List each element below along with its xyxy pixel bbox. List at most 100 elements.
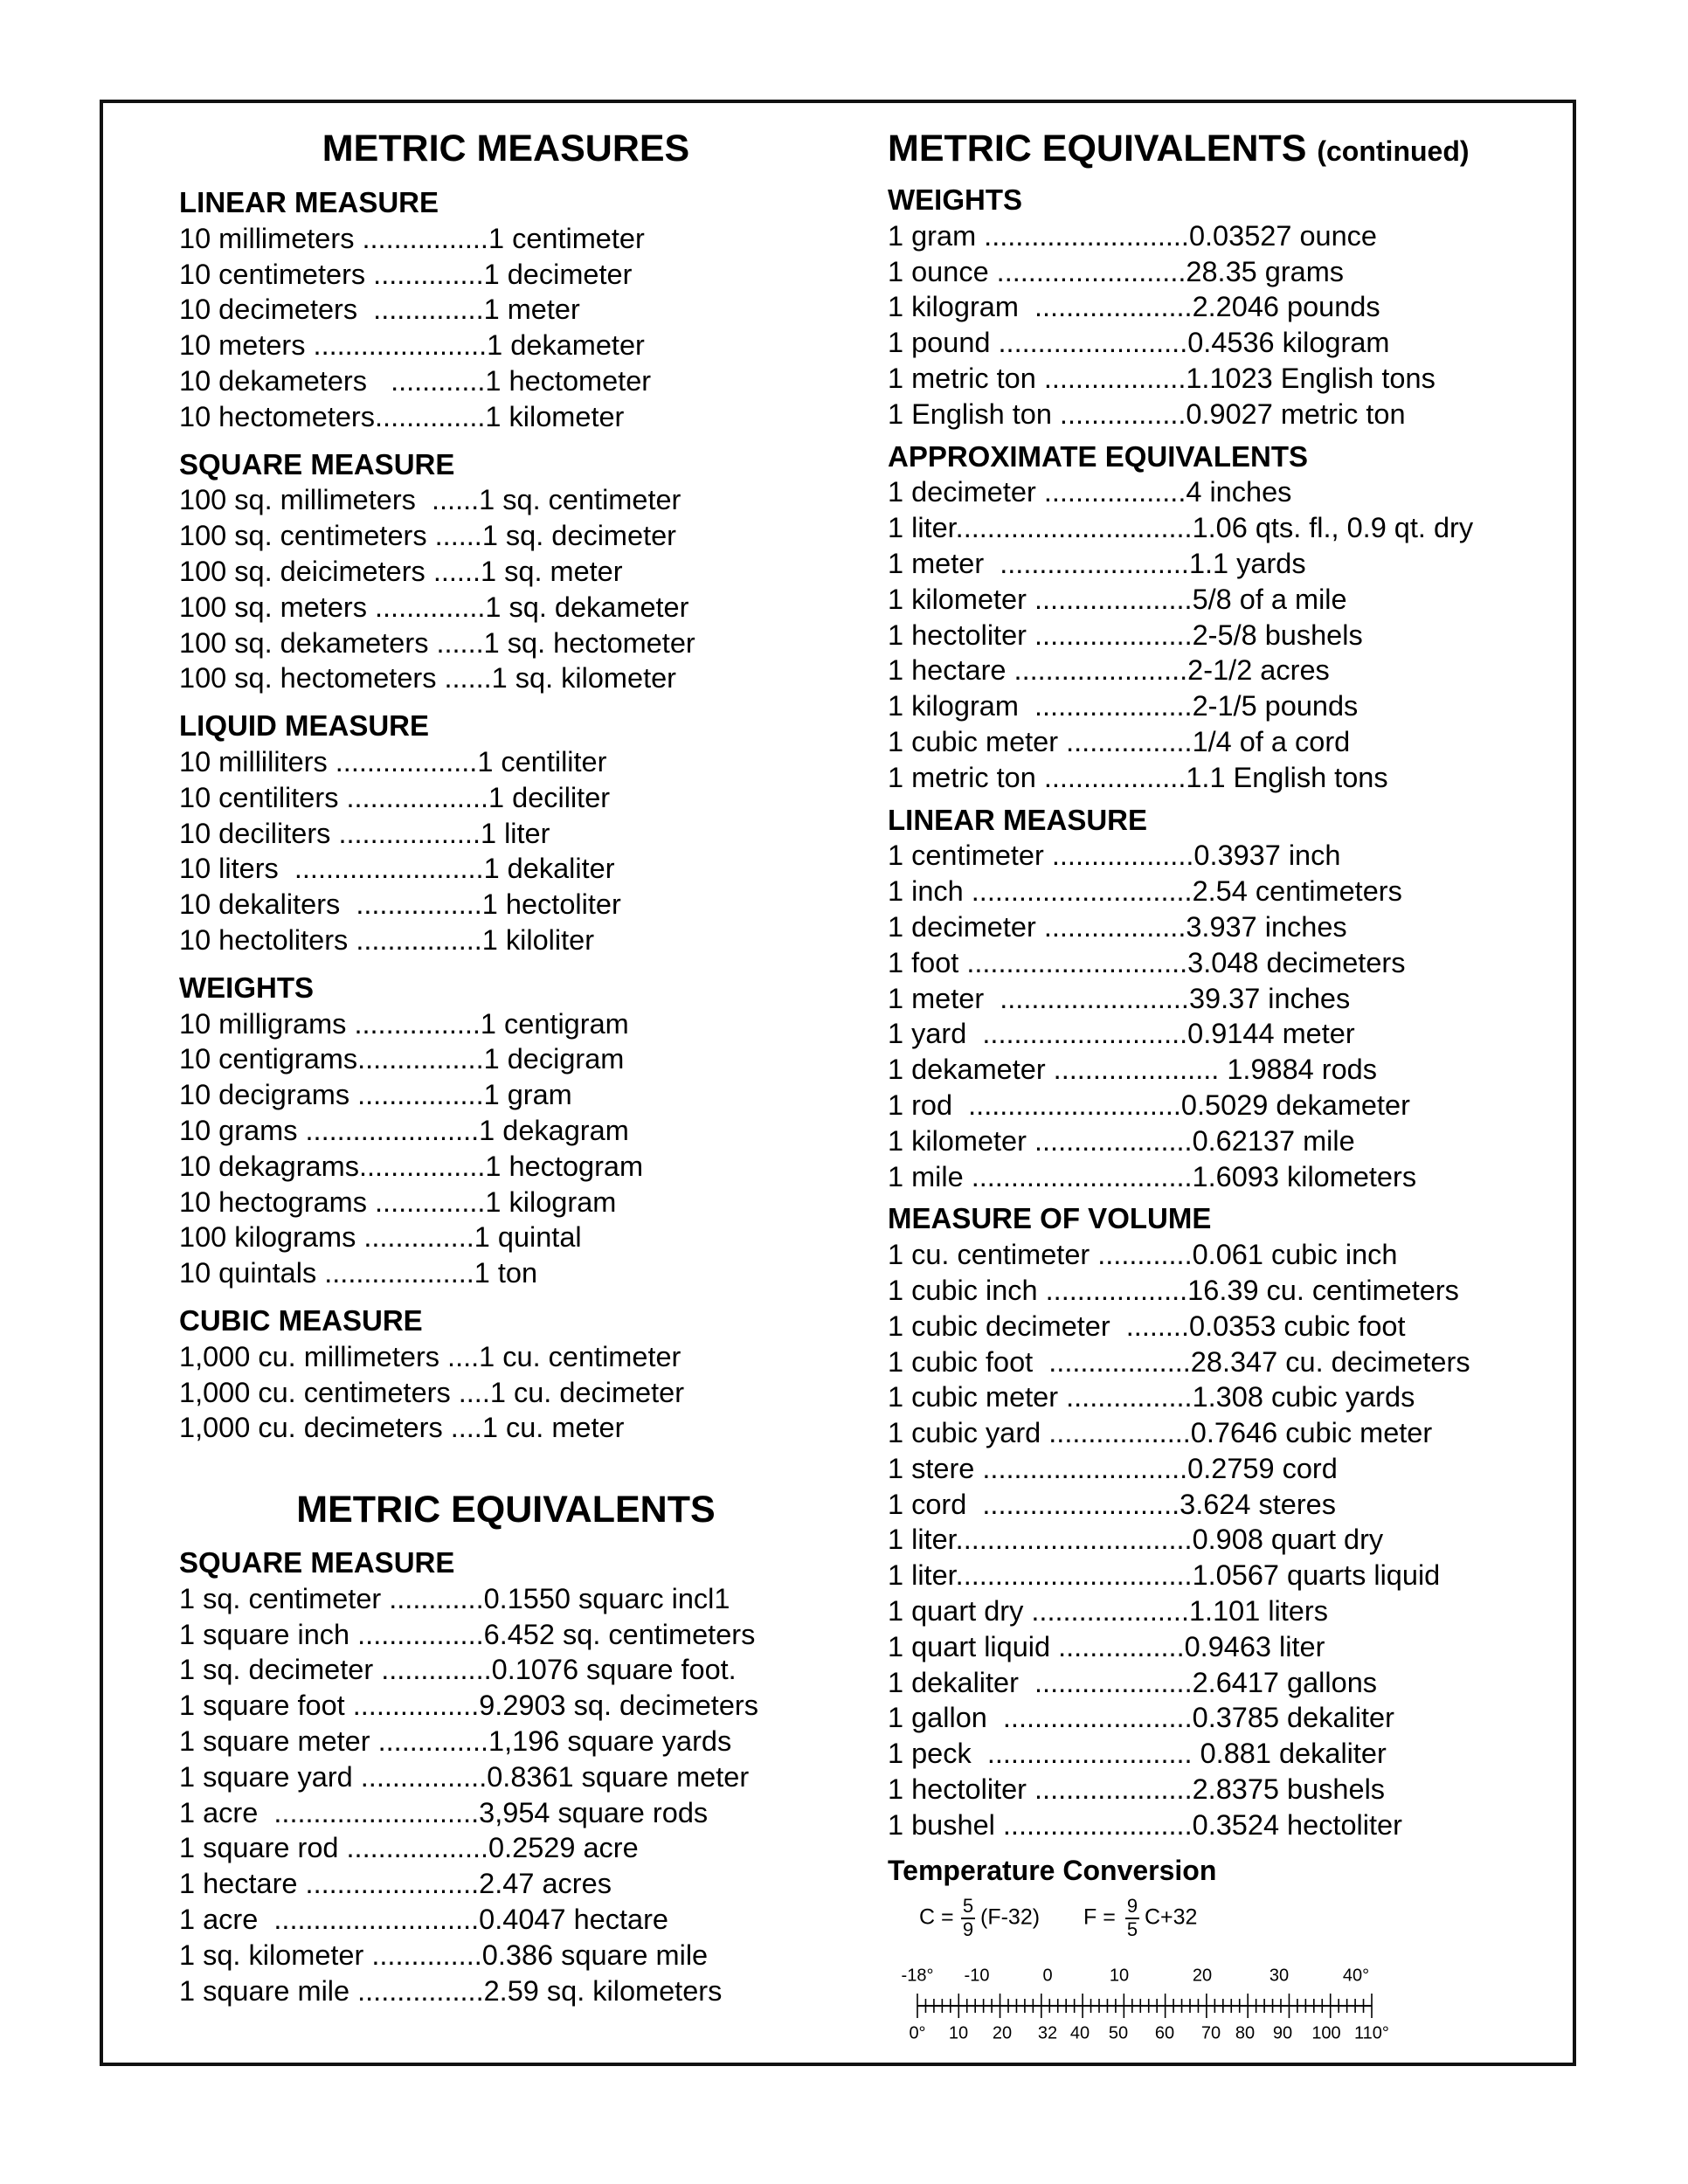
conversion-row: 1 metric ton ..................1.1023 En… xyxy=(888,362,1435,394)
conversion-row: 100 sq. millimeters ......1 sq. centimet… xyxy=(179,484,681,516)
conversion-row: 1 cubic inch ..................16.39 cu.… xyxy=(888,1274,1459,1306)
conversion-row: 1 sq. decimeter ..............0.1076 squ… xyxy=(179,1654,737,1686)
title-text: METRIC EQUIVALENTS xyxy=(888,128,1307,169)
conversion-row: 1 cubic yard ..................0.7646 cu… xyxy=(888,1417,1433,1449)
conversion-row: 100 sq. dekameters ......1 sq. hectomete… xyxy=(179,626,695,659)
conversion-row: 1 dekaliter ....................2.6417 g… xyxy=(888,1666,1378,1698)
conversion-row: 1 square meter ..............1,196 squar… xyxy=(179,1724,732,1757)
conversion-row: 1 hectoliter ....................2-5/8 b… xyxy=(888,619,1363,651)
conversion-row: 1 metric ton ..................1.1 Engli… xyxy=(888,761,1388,793)
conversion-row: 1 kilometer ....................5/8 of a… xyxy=(888,583,1347,615)
conversion-row: 1 cord .........................3.624 st… xyxy=(888,1488,1336,1520)
conversion-row: 1 sq. kilometer ..............0.386 squa… xyxy=(179,1939,709,1971)
conversion-row: 100 kilograms ..............1 quintal xyxy=(179,1221,582,1254)
conversion-row: 1 dekameter ..................... 1.9884… xyxy=(888,1054,1377,1086)
conversion-row: 100 sq. meters ..............1 sq. dekam… xyxy=(179,591,689,623)
conversion-row: 100 sq. deicimeters ......1 sq. meter xyxy=(179,555,623,587)
subsection-heading: CUBIC MEASURE xyxy=(179,1303,423,1337)
conversion-row: 1 rod ...........................0.5029 … xyxy=(888,1089,1410,1121)
subsection-heading: SQUARE MEASURE xyxy=(179,1546,455,1579)
conversion-row: 1 acre ..........................3,954 s… xyxy=(179,1796,709,1828)
title-text: METRIC MEASURES xyxy=(322,128,690,169)
conversion-row: 1 acre ..........................0.4047 … xyxy=(179,1903,668,1935)
conversion-row: 10 hectograms ..............1 kilogram xyxy=(179,1185,617,1218)
conversion-row: 1 liter..............................0.9… xyxy=(888,1524,1384,1556)
conversion-row: 1,000 cu. centimeters ....1 cu. decimete… xyxy=(179,1376,685,1408)
conversion-row: 10 decimeters ..............1 meter xyxy=(179,294,580,326)
conversion-row: 1 mile ............................1.609… xyxy=(888,1160,1417,1192)
conversion-row: 10 centimeters ..............1 decimeter xyxy=(179,258,633,290)
temperature-heading: Temperature Conversion xyxy=(888,1855,1217,1886)
conversion-row: 1 ounce ........................28.35 gr… xyxy=(888,255,1345,287)
conversion-row: 1 cubic meter ................1/4 of a c… xyxy=(888,725,1351,757)
subsection-heading: WEIGHTS xyxy=(888,183,1022,216)
conversion-row: 10 millimeters ................1 centime… xyxy=(179,222,645,254)
conversion-row: 1 liter..............................1.0… xyxy=(888,1559,1441,1592)
conversion-row: 1 centimeter ..................0.3937 in… xyxy=(888,840,1341,872)
subsection-heading: LIQUID MEASURE xyxy=(179,709,430,743)
subsection-heading: LINEAR MEASURE xyxy=(888,803,1148,836)
conversion-row: 10 grams ......................1 dekagra… xyxy=(179,1114,629,1146)
conversion-row: 10 dekaliters ................1 hectolit… xyxy=(179,888,621,921)
conversion-row: 1 decimeter ..................4 inches xyxy=(888,476,1292,508)
page-border xyxy=(100,100,1576,2066)
conversion-row: 10 centigrams................1 decigram xyxy=(179,1043,625,1075)
conversion-row: 1 bushel ........................0.3524 … xyxy=(888,1808,1402,1841)
conversion-row: 1 gallon ........................0.3785 … xyxy=(888,1702,1394,1734)
conversion-row: 10 dekagrams................1 hectogram xyxy=(179,1150,644,1182)
conversion-row: 100 sq. hectometers ......1 sq. kilomete… xyxy=(179,662,677,695)
conversion-row: 1 hectoliter ....................2.8375 … xyxy=(888,1773,1386,1806)
title-note: (continued) xyxy=(1317,135,1470,167)
conversion-row: 1 square inch ................6.452 sq. … xyxy=(179,1618,756,1650)
conversion-row: 10 dekameters ............1 hectometer xyxy=(179,364,652,397)
conversion-row: 1 hectare ......................2-1/2 ac… xyxy=(888,654,1330,687)
conversion-row: 1 square rod ..................0.2529 ac… xyxy=(179,1832,639,1864)
conversion-row: 1 foot ............................3.048… xyxy=(888,946,1406,978)
conversion-row: 10 deciliters ..................1 liter xyxy=(179,817,550,849)
conversion-row: 1 cu. centimeter ............0.061 cubic… xyxy=(888,1239,1398,1271)
conversion-row: 1 meter ........................39.37 in… xyxy=(888,982,1351,1014)
left-lower-column: METRIC EQUIVALENTS SQUARE MEASURE 1 sq. ce… xyxy=(179,1483,833,2008)
conversion-row: 1 kilometer ....................0.62137 … xyxy=(888,1124,1355,1157)
conversion-row: 10 milliliters ..................1 centi… xyxy=(179,745,607,778)
conversion-row: 1,000 cu. millimeters ....1 cu. centimet… xyxy=(179,1340,681,1372)
subsection-heading: WEIGHTS xyxy=(179,971,314,1004)
conversion-row: 10 quintals ...................1 ton xyxy=(179,1257,538,1289)
conversion-row: 1 pound ........................0.4536 k… xyxy=(888,327,1390,359)
conversion-row: 10 meters ......................1 dekame… xyxy=(179,329,645,362)
conversion-row: 1 sq. centimeter ............0.1550 squa… xyxy=(179,1582,730,1614)
conversion-row: 1 kilogram ....................2-1/5 pou… xyxy=(888,690,1359,722)
title-text: METRIC EQUIVALENTS xyxy=(296,1489,716,1531)
subsection-heading: LINEAR MEASURE xyxy=(179,186,439,218)
subsection-heading: SQUARE MEASURE xyxy=(179,447,455,480)
right-column: METRIC EQUIVALENTS (continued) WEIGHTS 1 g… xyxy=(888,122,1569,1843)
section-title: METRIC EQUIVALENTS (continued) xyxy=(888,122,1569,175)
conversion-row: 1 square foot ................9.2903 sq.… xyxy=(179,1690,758,1722)
conversion-row: 1 square mile ................2.59 sq. k… xyxy=(179,1974,723,2007)
left-column: METRIC MEASURES LINEAR MEASURE 10 millimet… xyxy=(179,122,833,1446)
conversion-row: 10 decigrams ................1 gram xyxy=(179,1079,572,1111)
conversion-row: 1 quart liquid ................0.9463 li… xyxy=(888,1630,1325,1662)
conversion-row: 1 English ton ................0.9027 met… xyxy=(888,397,1406,430)
conversion-row: 1 yard ..........................0.9144 … xyxy=(888,1018,1355,1050)
conversion-row: 1 kilogram ....................2.2046 po… xyxy=(888,291,1380,323)
conversion-row: 1 peck .......................... 0.881 … xyxy=(888,1738,1387,1770)
conversion-row: 1 liter..............................1.0… xyxy=(888,512,1474,544)
conversion-row: 1,000 cu. decimeters ....1 cu. meter xyxy=(179,1412,625,1444)
conversion-row: 10 hectoliters ................1 kilolit… xyxy=(179,923,595,956)
subsection-heading: APPROXIMATE EQUIVALENTS xyxy=(888,439,1308,473)
conversion-row: 100 sq. centimeters ......1 sq. decimete… xyxy=(179,520,677,552)
conversion-row: 1 hectare ......................2.47 acr… xyxy=(179,1868,612,1900)
conversion-row: 10 centiliters ..................1 decil… xyxy=(179,781,611,813)
section-title: METRIC EQUIVALENTS xyxy=(179,1483,833,1536)
conversion-row: 1 meter ........................1.1 yard… xyxy=(888,547,1306,579)
conversion-row: 1 square yard ................0.8361 squ… xyxy=(179,1760,750,1793)
conversion-row: 1 cubic decimeter ........0.0353 cubic f… xyxy=(888,1310,1406,1342)
conversion-row: 1 gram ..........................0.03527… xyxy=(888,219,1378,252)
conversion-row: 1 decimeter ..................3.937 inch… xyxy=(888,910,1347,943)
conversion-row: 10 liters ........................1 deka… xyxy=(179,853,615,885)
conversion-row: 1 cubic meter ................1.308 cubi… xyxy=(888,1381,1415,1413)
conversion-row: 1 stere ..........................0.2759… xyxy=(888,1452,1338,1484)
conversion-row: 1 inch ............................2.54 … xyxy=(888,875,1402,908)
